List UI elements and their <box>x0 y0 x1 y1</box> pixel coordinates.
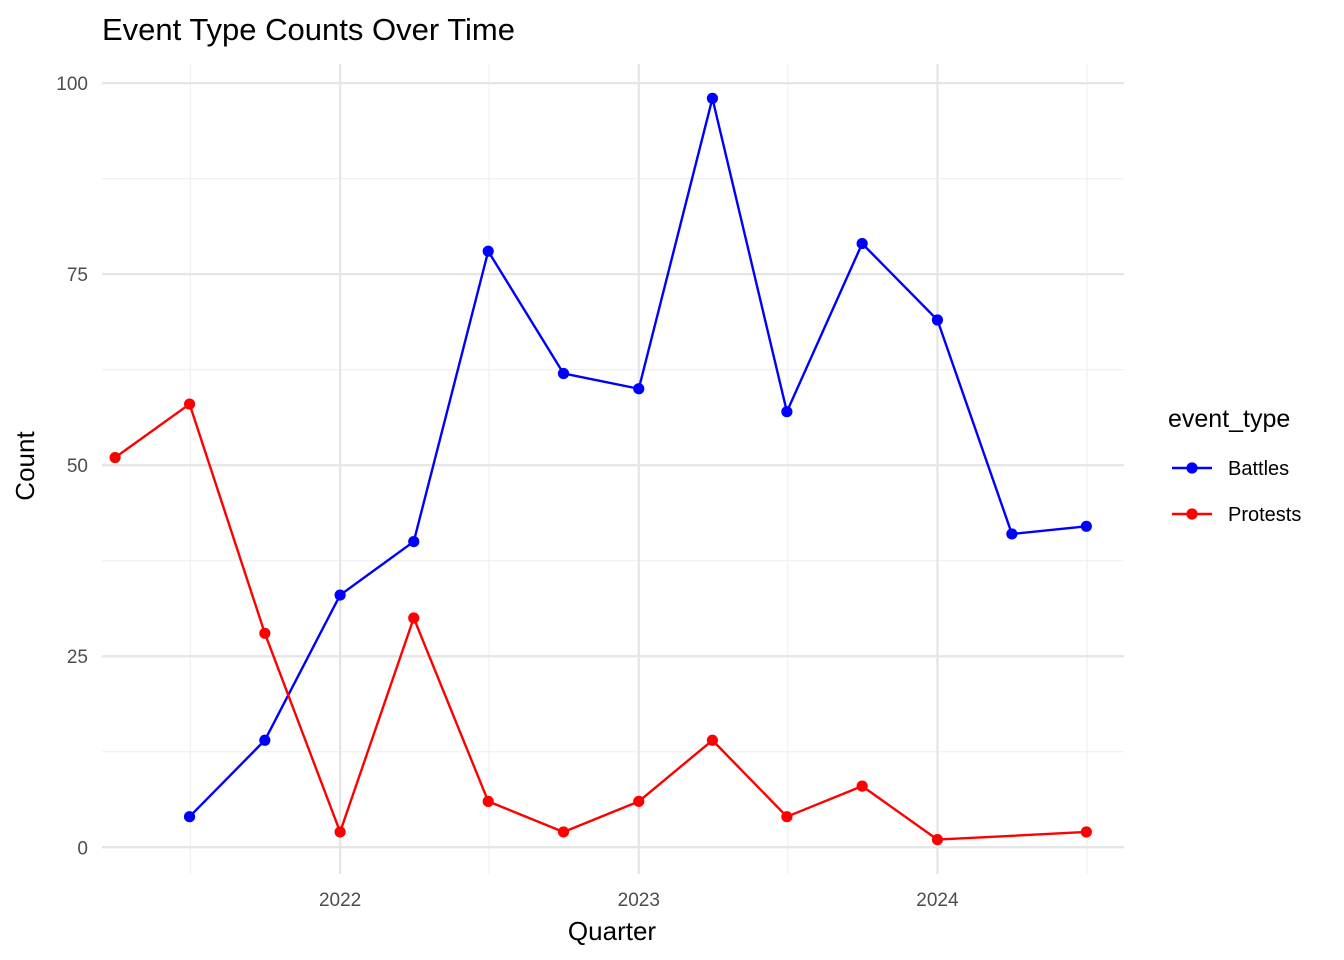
legend-key-point <box>1186 508 1198 520</box>
data-point-protests <box>931 834 944 846</box>
x-axis-title: Quarter <box>568 916 656 946</box>
data-point-battles <box>557 367 570 380</box>
data-point-battles <box>259 734 271 746</box>
data-point-battles <box>1006 528 1018 540</box>
y-tick-label: 100 <box>56 74 88 95</box>
data-point-battles <box>334 589 346 601</box>
x-tick-label: 2022 <box>319 890 361 911</box>
y-tick-label: 50 <box>67 456 88 477</box>
data-point-battles <box>1080 520 1092 532</box>
series-layer <box>109 92 1092 846</box>
data-point-protests <box>109 451 121 464</box>
y-tick-label: 75 <box>67 265 88 286</box>
data-point-battles <box>408 535 420 548</box>
y-tick-label: 0 <box>77 838 88 859</box>
y-tick-label: 25 <box>67 647 88 668</box>
legend-item-battles: Battles <box>1172 458 1289 480</box>
data-point-protests <box>557 826 570 838</box>
data-point-protests <box>781 811 793 823</box>
x-tick-label: 2023 <box>618 890 660 911</box>
legend-label: Battles <box>1228 458 1289 480</box>
data-point-battles <box>482 245 494 257</box>
data-point-protests <box>633 795 645 808</box>
x-tick-label: 2024 <box>916 890 959 911</box>
series-line-protests <box>114 402 1087 841</box>
legend-key-point <box>1186 462 1198 474</box>
grid <box>102 64 1124 874</box>
y-axis-title: Count <box>10 431 40 501</box>
data-point-battles <box>183 811 196 823</box>
data-point-battles <box>931 314 944 326</box>
data-point-protests <box>259 627 271 639</box>
legend-items: Battles Protests <box>1172 458 1301 526</box>
data-point-protests <box>856 780 868 792</box>
series-battles <box>183 92 1092 823</box>
data-point-protests <box>408 612 420 624</box>
data-point-protests <box>1080 826 1092 838</box>
legend-title: event_type <box>1168 405 1290 433</box>
data-point-battles <box>633 383 645 395</box>
data-point-protests <box>706 734 719 746</box>
axis-tick-labels: 0 25 50 75 100 2022 2023 2024 <box>56 74 959 911</box>
data-point-protests <box>482 795 494 808</box>
legend: event_type Battles Protests <box>1168 405 1301 526</box>
data-point-battles <box>856 237 868 250</box>
data-point-protests <box>334 826 346 838</box>
legend-label: Protests <box>1228 504 1301 526</box>
chart-title: Event Type Counts Over Time <box>102 12 515 47</box>
series-protests <box>109 398 1092 846</box>
legend-item-protests: Protests <box>1172 504 1301 526</box>
data-point-battles <box>706 92 719 104</box>
data-point-protests <box>183 398 196 410</box>
data-point-battles <box>781 406 793 418</box>
